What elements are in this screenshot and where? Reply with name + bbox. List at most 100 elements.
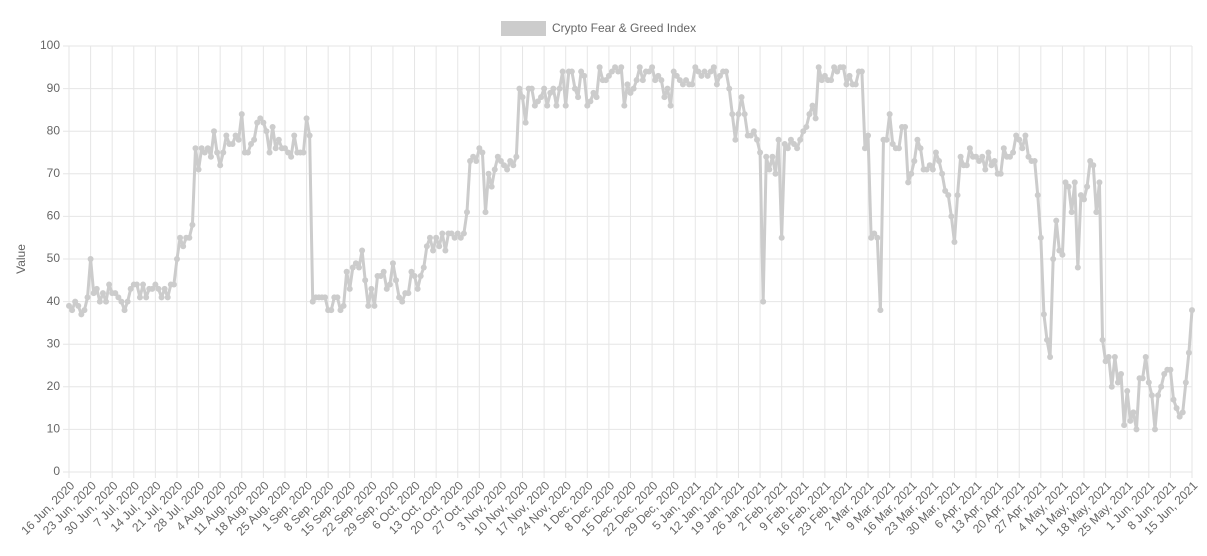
point — [72, 298, 79, 305]
point — [1034, 192, 1041, 199]
point — [593, 94, 600, 101]
point — [1025, 153, 1032, 160]
point — [608, 68, 615, 75]
point — [232, 132, 239, 139]
point — [544, 102, 551, 109]
point — [1022, 132, 1029, 139]
point — [1167, 366, 1174, 373]
point — [868, 234, 875, 241]
point — [1068, 209, 1075, 216]
point — [649, 64, 656, 71]
point — [244, 149, 251, 156]
point — [982, 166, 989, 173]
point — [636, 64, 643, 71]
point — [908, 170, 915, 177]
point — [596, 64, 603, 71]
point — [973, 153, 980, 160]
point — [1173, 405, 1180, 412]
point — [624, 81, 631, 88]
point — [571, 85, 578, 92]
point — [679, 81, 686, 88]
point — [396, 294, 403, 301]
point — [562, 102, 569, 109]
point — [753, 136, 760, 143]
point — [207, 153, 214, 160]
point — [951, 238, 958, 245]
point — [979, 153, 986, 160]
point — [772, 170, 779, 177]
point — [1176, 413, 1183, 420]
point — [423, 243, 430, 250]
legend-swatch[interactable] — [501, 21, 546, 36]
point — [698, 72, 705, 79]
point — [661, 94, 668, 101]
point — [510, 162, 517, 169]
point — [763, 153, 770, 160]
point — [1077, 192, 1084, 199]
point — [467, 158, 474, 165]
point — [976, 158, 983, 165]
point — [170, 281, 177, 288]
point — [1074, 264, 1081, 271]
point — [1081, 196, 1088, 203]
y-tick-label: 40 — [47, 294, 61, 308]
point — [889, 140, 896, 147]
point — [334, 294, 341, 301]
point — [186, 234, 193, 241]
point — [1006, 153, 1013, 160]
point — [846, 72, 853, 79]
point — [735, 111, 742, 118]
point — [66, 302, 72, 309]
point — [1121, 422, 1128, 429]
point — [843, 81, 850, 88]
legend[interactable]: Crypto Fear & Greed Index — [501, 21, 696, 36]
y-tick-label: 20 — [47, 379, 61, 393]
point — [173, 256, 180, 262]
point — [821, 72, 828, 79]
point — [155, 285, 162, 292]
point — [1019, 145, 1026, 152]
point — [1013, 132, 1020, 139]
point — [1000, 145, 1007, 152]
legend-label[interactable]: Crypto Fear & Greed Index — [552, 21, 696, 35]
point — [399, 298, 406, 305]
point — [436, 243, 443, 250]
point — [96, 298, 103, 305]
point — [954, 192, 961, 199]
point — [553, 102, 560, 109]
point — [707, 68, 714, 75]
point — [988, 162, 995, 169]
point — [726, 85, 733, 92]
point — [831, 64, 838, 71]
point — [840, 64, 847, 71]
point — [538, 94, 545, 101]
point — [343, 268, 350, 275]
point — [985, 149, 992, 156]
point — [84, 294, 91, 301]
point — [605, 72, 612, 79]
point — [281, 145, 288, 152]
point — [214, 149, 221, 156]
point — [479, 149, 486, 156]
point — [618, 64, 625, 71]
point — [945, 192, 952, 199]
point — [991, 158, 998, 165]
point — [189, 221, 196, 228]
point — [1084, 183, 1091, 190]
y-tick-label: 10 — [47, 422, 61, 436]
point — [1118, 371, 1125, 378]
point — [201, 149, 208, 156]
point — [963, 162, 970, 169]
point — [834, 68, 841, 75]
point — [112, 290, 119, 297]
point — [362, 277, 369, 284]
point — [516, 85, 523, 92]
point — [818, 77, 825, 84]
point — [451, 234, 458, 241]
point — [430, 247, 437, 254]
point — [936, 158, 943, 165]
y-tick-label: 90 — [47, 81, 61, 95]
point — [303, 115, 310, 122]
point — [865, 132, 872, 139]
point — [405, 290, 412, 297]
